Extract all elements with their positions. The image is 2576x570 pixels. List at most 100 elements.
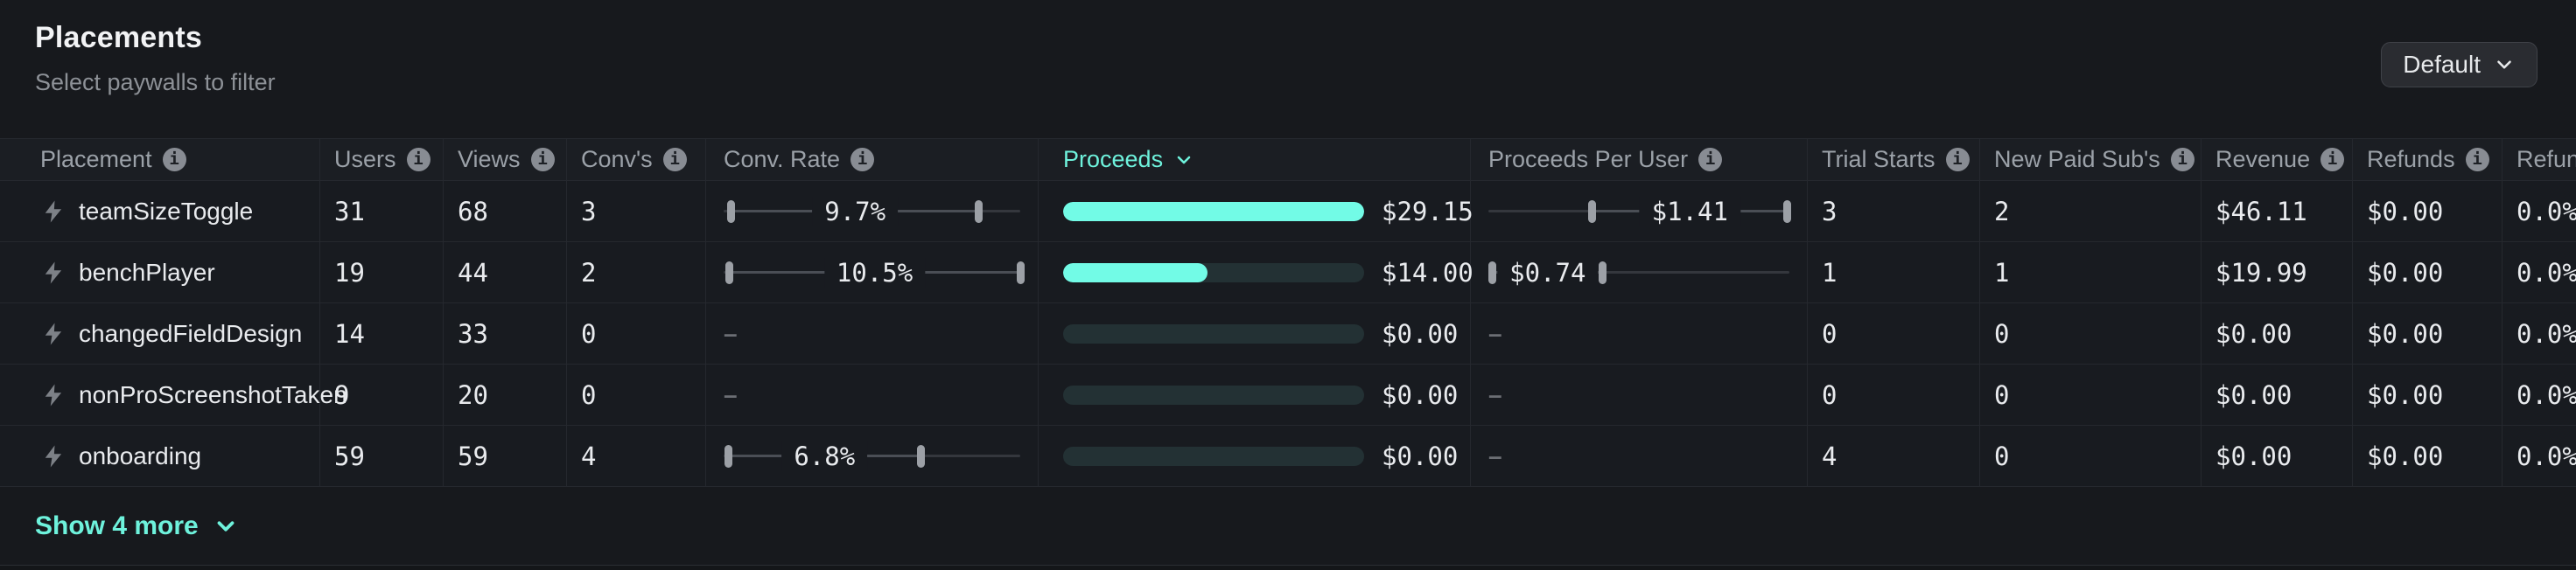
new_paid_subs-value: 1	[1994, 257, 2010, 288]
info-icon[interactable]: i	[2170, 148, 2194, 171]
column-label: Placement	[40, 146, 152, 172]
trial_starts-value: 0	[1822, 318, 1838, 349]
column-header-conv_rate[interactable]: Conv. Rate i	[706, 139, 1039, 180]
chevron-down-icon	[213, 513, 239, 539]
column-label: Trial Starts	[1822, 146, 1936, 172]
column-label: Views	[458, 146, 521, 172]
users-value: 9	[334, 379, 350, 410]
trial_starts-value: 4	[1822, 441, 1838, 471]
refunds-value: $0.00	[2367, 441, 2444, 471]
column-header-refund_rate[interactable]: Refund	[2502, 139, 2576, 180]
placement-cell: changedFieldDesign	[0, 303, 320, 364]
range-value-label: 10.5%	[823, 257, 926, 288]
info-icon[interactable]: i	[662, 148, 687, 171]
conv_rate-cell: 9.7%	[706, 181, 1039, 241]
new_paid_subs-value: 0	[1994, 318, 2010, 349]
proceeds-bar-fill	[1063, 262, 1208, 282]
convs-cell: 0	[567, 303, 706, 364]
info-icon[interactable]: i	[2320, 148, 2345, 171]
proceeds-value: $0.00	[1382, 441, 1459, 471]
range-line	[1488, 271, 1789, 274]
trial_starts-cell: 1	[1808, 242, 1980, 302]
views-value: 44	[458, 257, 488, 288]
refunds-cell: $0.00	[2353, 303, 2502, 364]
conv_rate-cell: 10.5%	[706, 242, 1039, 302]
table-row[interactable]: onboarding 59 59 4 6.8% $0.00 – 4 0 $0.00 $0.00 0.0…	[0, 426, 2576, 487]
refunds-value: $0.00	[2367, 257, 2444, 288]
column-header-convs[interactable]: Conv's i	[567, 139, 706, 180]
info-icon[interactable]: i	[406, 148, 430, 171]
conv_rate-cell: –	[706, 303, 1039, 364]
table-row[interactable]: changedFieldDesign 14 33 0 – $0.00 – 0 0 $0.00 $0.…	[0, 303, 2576, 365]
trial_starts-cell: 4	[1808, 426, 1980, 486]
empty-value-dash: –	[1488, 380, 1502, 408]
preset-dropdown-button[interactable]: Default	[2381, 42, 2538, 87]
column-header-proceeds_per_user[interactable]: Proceeds Per User i	[1471, 139, 1808, 180]
trial_starts-value: 1	[1822, 257, 1838, 288]
proceeds-cell: $0.00	[1039, 365, 1471, 425]
refund_rate-cell: 0.0%	[2502, 303, 2576, 364]
column-header-refunds[interactable]: Refunds i	[2353, 139, 2502, 180]
convs-cell: 3	[567, 181, 706, 241]
info-icon[interactable]: i	[530, 148, 555, 171]
refunds-cell: $0.00	[2353, 181, 2502, 241]
refunds-cell: $0.00	[2353, 242, 2502, 302]
users-value: 19	[334, 257, 365, 288]
info-icon[interactable]: i	[2465, 148, 2489, 171]
new_paid_subs-cell: 0	[1980, 303, 2202, 364]
table-row[interactable]: teamSizeToggle 31 68 3 9.7% $29.15 $1.41 3 2 $46.…	[0, 181, 2576, 242]
column-header-placement[interactable]: Placement i	[0, 139, 320, 180]
column-header-trial_starts[interactable]: Trial Starts i	[1808, 139, 1980, 180]
range-tick-low	[1488, 261, 1497, 284]
range-value-label: $1.41	[1639, 196, 1740, 226]
column-label: Conv's	[581, 146, 653, 172]
conv_rate-range: 6.8%	[724, 426, 1020, 486]
conv_rate-range: 10.5%	[724, 242, 1025, 302]
refund_rate-value: 0.0%	[2516, 379, 2576, 410]
range-tick-high	[916, 444, 925, 468]
info-icon[interactable]: i	[162, 148, 186, 171]
convs-value: 3	[581, 196, 597, 226]
new_paid_subs-cell: 0	[1980, 426, 2202, 486]
revenue-value: $0.00	[2216, 318, 2292, 349]
sort-chevron-down-icon	[1173, 149, 1194, 170]
views-value: 68	[458, 196, 488, 226]
placement-name: onboarding	[79, 441, 202, 469]
proceeds-value: $29.15	[1382, 196, 1474, 226]
proceeds-cell: $0.00	[1039, 426, 1471, 486]
views-cell: 68	[444, 181, 567, 241]
proceeds-bar-track	[1063, 385, 1364, 405]
revenue-value: $0.00	[2216, 441, 2292, 471]
info-icon[interactable]: i	[850, 148, 875, 171]
proceeds_per_user-cell: –	[1471, 365, 1808, 425]
column-header-proceeds[interactable]: Proceeds	[1039, 139, 1471, 180]
lightning-bolt-icon	[40, 260, 66, 286]
preset-dropdown-label: Default	[2403, 51, 2481, 78]
revenue-cell: $0.00	[2202, 303, 2353, 364]
proceeds-bar-cell: $0.00	[1063, 441, 1470, 471]
proceeds-bar-cell: $0.00	[1063, 319, 1470, 349]
column-label: Proceeds	[1063, 146, 1164, 172]
proceeds-bar-cell: $0.00	[1063, 380, 1470, 410]
table-row[interactable]: benchPlayer 19 44 2 10.5% $14.00 $0.74 1 1 $19.99…	[0, 242, 2576, 303]
card-bottom-edge	[0, 565, 2576, 570]
range-value-label: $0.74	[1497, 257, 1599, 288]
column-header-revenue[interactable]: Revenue i	[2202, 139, 2353, 180]
revenue-cell: $0.00	[2202, 426, 2353, 486]
range-tick-high	[975, 199, 984, 223]
column-header-users[interactable]: Users i	[320, 139, 444, 180]
column-header-views[interactable]: Views i	[444, 139, 567, 180]
views-cell: 59	[444, 426, 567, 486]
users-cell: 19	[320, 242, 444, 302]
info-icon[interactable]: i	[1945, 148, 1970, 171]
column-header-new_paid_subs[interactable]: New Paid Sub's i	[1980, 139, 2202, 180]
proceeds-bar-fill	[1063, 201, 1364, 221]
info-icon[interactable]: i	[1698, 148, 1723, 171]
views-cell: 44	[444, 242, 567, 302]
table-header-row: Placement i Users i Views i Conv's i Conv. Rate i…	[0, 138, 2576, 181]
show-more-button[interactable]: Show 4 more	[35, 511, 239, 541]
users-cell: 9	[320, 365, 444, 425]
revenue-cell: $19.99	[2202, 242, 2353, 302]
table-row[interactable]: nonProScreenshotTaken 9 20 0 – $0.00 – 0 0 $0.00 $…	[0, 365, 2576, 426]
card-header: Placements Select paywalls to filter Def…	[0, 0, 2576, 138]
